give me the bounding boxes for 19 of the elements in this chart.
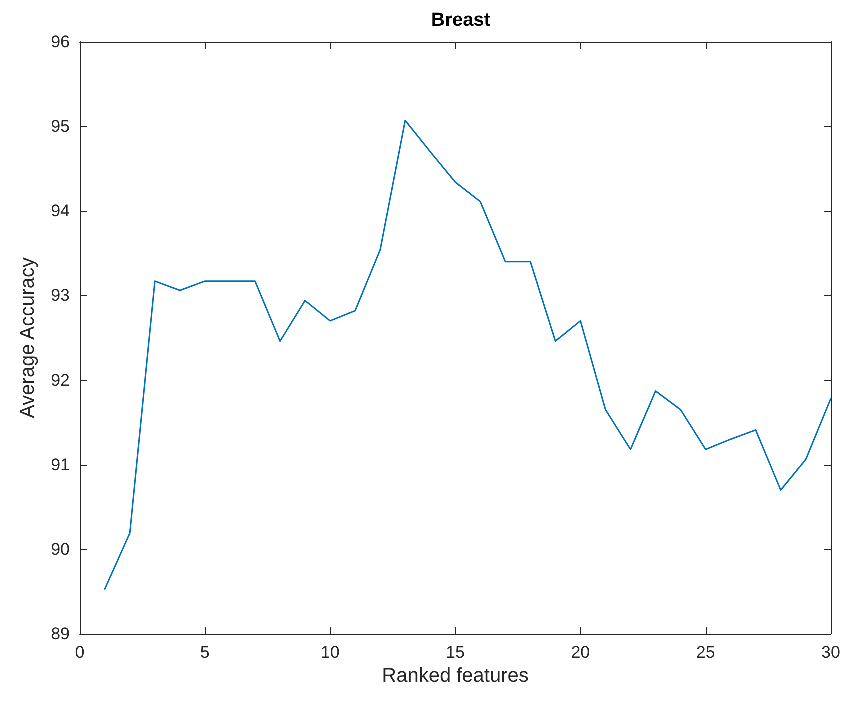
- x-tick-label: 15: [446, 643, 465, 662]
- x-axis-title: Ranked features: [382, 665, 529, 687]
- x-tick-label: 0: [75, 643, 85, 662]
- x-tick-label: 30: [822, 643, 840, 662]
- x-tick-label: 25: [696, 643, 716, 662]
- y-axis-title: Average Accuracy: [17, 258, 39, 418]
- y-tick-label: 91: [51, 455, 70, 474]
- y-tick-label: 96: [51, 32, 70, 52]
- x-tick-label: 20: [571, 643, 590, 662]
- x-tick-label: 5: [200, 643, 210, 662]
- x-tick-label: 10: [320, 643, 340, 662]
- y-tick-label: 89: [51, 624, 70, 644]
- y-tick-label: 94: [51, 202, 70, 221]
- y-tick-label: 90: [51, 540, 70, 559]
- chart-title: Breast: [431, 10, 492, 31]
- y-tick-label: 95: [51, 117, 70, 136]
- y-tick-label: 92: [51, 370, 70, 390]
- y-tick-label: 93: [51, 286, 70, 306]
- line-series: [104, 120, 832, 590]
